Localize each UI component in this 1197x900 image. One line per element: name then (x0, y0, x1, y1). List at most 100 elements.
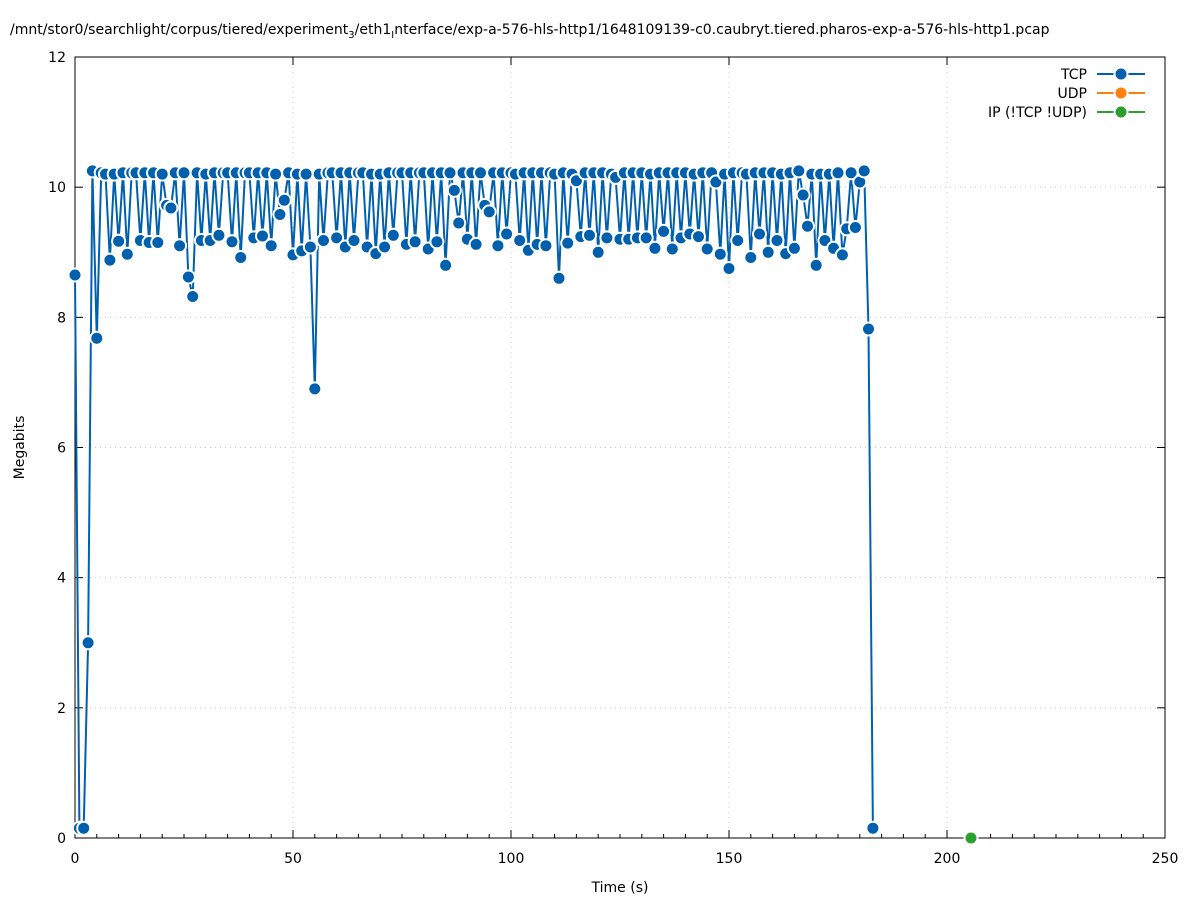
legend-label: UDP (1058, 86, 1087, 102)
data-point (263, 238, 279, 254)
series-line (74, 169, 874, 830)
x-tick-label: 100 (498, 851, 525, 867)
data-point (856, 163, 872, 179)
data-point (834, 247, 850, 263)
x-tick-label: 50 (284, 851, 302, 867)
data-point (163, 200, 179, 216)
data-point (560, 235, 576, 251)
data-point (89, 330, 105, 346)
data-point (699, 241, 715, 257)
data-point (638, 230, 654, 246)
legend-marker (1113, 85, 1129, 101)
data-point (377, 239, 393, 255)
data-point (847, 220, 863, 235)
data-point (490, 238, 506, 254)
data-point (743, 250, 759, 265)
data-point (272, 207, 288, 222)
x-axis-label: Time (s) (591, 880, 649, 896)
data-point (721, 261, 737, 276)
data-point (119, 246, 135, 262)
data-point (551, 270, 567, 286)
data-point (307, 381, 323, 397)
axis-ticks: 0 50 100 150 200 250 0 2 4 6 8 10 12 (48, 50, 1178, 867)
y-tick-label: 2 (57, 701, 66, 717)
data-point (730, 233, 746, 248)
y-tick-label: 12 (48, 50, 66, 66)
data-point (211, 227, 227, 243)
y-axis-label: Megabits (12, 416, 28, 480)
data-point (76, 820, 92, 836)
data-point (538, 238, 554, 254)
data-point (795, 187, 811, 203)
data-point (185, 289, 201, 304)
chart-title: /mnt/stor0/searchlight/corpus/tiered/exp… (10, 22, 1050, 41)
data-point (865, 820, 881, 836)
x-tick-label: 150 (716, 851, 743, 867)
data-point (963, 830, 979, 846)
data-point (255, 228, 270, 244)
legend-label: IP (!TCP !UDP) (988, 105, 1087, 121)
data-point (791, 163, 807, 179)
data-point (429, 234, 445, 250)
data-point (150, 235, 166, 250)
data-point (316, 233, 331, 248)
legend: TCP UDP IP (!TCP !UDP) (988, 66, 1145, 121)
data-point (664, 241, 680, 257)
data-point (786, 240, 802, 256)
data-point (385, 227, 401, 243)
x-tick-label: 0 (71, 851, 80, 867)
data-point (499, 226, 515, 242)
y-tick-label: 8 (57, 310, 66, 326)
data-point (298, 166, 314, 182)
data-point (346, 233, 362, 248)
data-point (276, 192, 292, 208)
data-point (590, 244, 606, 260)
data-point (599, 230, 615, 246)
legend-marker (1113, 104, 1129, 120)
data-point (446, 182, 462, 198)
legend-label: TCP (1060, 67, 1087, 83)
grid (75, 57, 1165, 838)
data-point (154, 166, 170, 182)
data-point (302, 239, 318, 255)
data-point (752, 226, 767, 242)
data-point (67, 267, 83, 283)
y-tick-label: 10 (48, 180, 66, 196)
data-point (438, 257, 454, 273)
data-point (512, 233, 528, 248)
data-point (407, 234, 423, 250)
data-point (468, 236, 484, 252)
data-point (582, 227, 597, 243)
data-point (233, 250, 249, 265)
data-point (769, 233, 785, 248)
y-tick-label: 6 (57, 441, 66, 457)
data-point (180, 269, 196, 285)
data-point (473, 165, 488, 181)
data-point (80, 635, 96, 651)
data-point (647, 240, 663, 256)
legend-marker (1113, 66, 1129, 82)
y-tick-label: 0 (57, 831, 66, 847)
series-layer (67, 163, 979, 846)
data-point (102, 252, 118, 268)
data-point (760, 244, 776, 260)
series-2 (963, 830, 979, 846)
data-point (224, 234, 240, 250)
data-point (268, 166, 284, 182)
x-tick-label: 200 (934, 851, 961, 867)
data-point (808, 257, 824, 273)
data-point (481, 204, 497, 220)
data-point (712, 246, 728, 262)
data-point (442, 165, 458, 181)
data-point (861, 321, 876, 337)
data-point (172, 238, 188, 254)
data-point (656, 223, 672, 239)
y-tick-label: 4 (57, 571, 66, 587)
series-0 (67, 163, 881, 836)
data-point (329, 230, 345, 246)
data-point (111, 233, 127, 249)
x-tick-label: 250 (1152, 851, 1179, 867)
data-point (451, 215, 467, 231)
data-point (691, 229, 706, 245)
